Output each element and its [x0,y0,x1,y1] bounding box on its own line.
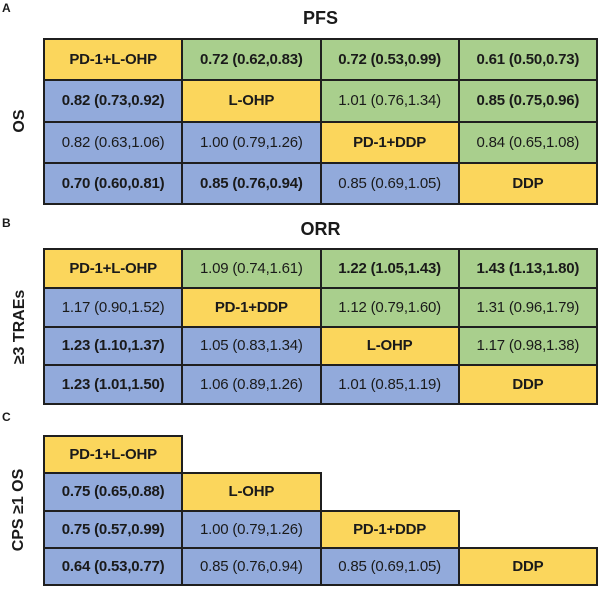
cell-a-r4c4: DDP [457,161,599,206]
cell-a-r2c3: 1.01 (0.76,1.34) [319,79,460,123]
cell-c-r3c2: 1.00 (0.79,1.26) [181,509,322,549]
cell-c-r2c1: 0.75 (0.65,0.88) [42,472,184,512]
table-row: 0.75 (0.57,0.99) 1.00 (0.79,1.26) PD-1+D… [42,509,597,549]
empty-cell [459,436,597,473]
cell-c-r4c4: DDP [457,546,599,587]
cell-a-r4c3: 0.85 (0.69,1.05) [319,161,460,206]
cell-b-r4c1: 1.23 (1.01,1.50) [42,364,184,405]
panel-b-side-label: ≥3 TRAEs [11,289,28,365]
cell-b-r1c2: 1.09 (0.74,1.61) [181,248,322,289]
cell-b-r4c3: 1.01 (0.85,1.19) [319,364,460,405]
panel-a-side-label: OS [11,109,28,133]
cell-a-r4c2: 0.85 (0.76,0.94) [181,161,322,206]
empty-cell [182,436,320,473]
panel-c-letter: C [2,410,11,424]
cell-a-r2c1: 0.82 (0.73,0.92) [42,79,184,123]
cell-b-r4c2: 1.06 (0.89,1.26) [181,364,322,405]
cell-c-r4c1: 0.64 (0.53,0.77) [42,546,184,587]
empty-cell [459,473,597,510]
cell-b-r2c1: 1.17 (0.90,1.52) [42,286,184,328]
cell-b-r1c3: 1.22 (1.05,1.43) [319,248,460,289]
panel-b-title: ORR [300,219,341,239]
table-row: 1.23 (1.10,1.37) 1.05 (0.83,1.34) L-OHP … [42,325,599,367]
table-row: PD-1+L-OHP [42,434,597,475]
table-row: 0.82 (0.73,0.92) L-OHP 1.01 (0.76,1.34) … [42,79,599,123]
panel-a-league-table: PD-1+L-OHP 0.72 (0.62,0.83) 0.72 (0.53,0… [42,37,599,206]
table-row: 0.64 (0.53,0.77) 0.85 (0.76,0.94) 0.85 (… [42,546,599,587]
cell-a-r1c1: PD-1+L-OHP [42,37,184,82]
cell-a-r2c4: 0.85 (0.75,0.96) [457,79,599,123]
cell-a-r3c2: 1.00 (0.79,1.26) [181,120,322,164]
cell-b-r2c2: PD-1+DDP [181,286,322,328]
table-row: 0.70 (0.60,0.81) 0.85 (0.76,0.94) 0.85 (… [42,161,599,206]
cell-b-r2c4: 1.31 (0.96,1.79) [457,286,599,328]
cell-c-r1c1: PD-1+L-OHP [42,434,184,475]
panel-c-league-table: PD-1+L-OHP 0.75 (0.65,0.88) L-OHP 0.75 (… [42,434,599,587]
cell-a-r1c4: 0.61 (0.50,0.73) [457,37,599,82]
panel-a-title: PFS [302,8,338,28]
table-row: 1.17 (0.90,1.52) PD-1+DDP 1.12 (0.79,1.6… [42,286,599,328]
cell-a-r3c3: PD-1+DDP [319,120,460,164]
cell-a-r3c4: 0.84 (0.65,1.08) [457,120,599,164]
panel-b-letter: B [2,216,11,230]
panel-a-letter: A [2,1,11,15]
cell-a-r1c3: 0.72 (0.53,0.99) [319,37,460,82]
cell-c-r3c1: 0.75 (0.57,0.99) [42,509,184,549]
cell-c-r4c2: 0.85 (0.76,0.94) [181,546,322,587]
cell-b-r1c4: 1.43 (1.13,1.80) [457,248,599,289]
table-row: PD-1+L-OHP 1.09 (0.74,1.61) 1.22 (1.05,1… [42,248,599,289]
table-row: PD-1+L-OHP 0.72 (0.62,0.83) 0.72 (0.53,0… [42,37,599,82]
empty-cell [321,436,459,473]
empty-cell [459,511,597,548]
cell-c-r3c3: PD-1+DDP [319,509,460,549]
panel-b-league-table: PD-1+L-OHP 1.09 (0.74,1.61) 1.22 (1.05,1… [42,248,599,405]
cell-a-r1c2: 0.72 (0.62,0.83) [181,37,322,82]
cell-b-r3c2: 1.05 (0.83,1.34) [181,325,322,367]
panel-c-side-label: CPS ≥1 OS [10,468,27,552]
cell-b-r3c3: L-OHP [319,325,460,367]
cell-b-r4c4: DDP [457,364,599,405]
cell-b-r1c1: PD-1+L-OHP [42,248,184,289]
cell-b-r3c4: 1.17 (0.98,1.38) [457,325,599,367]
cell-a-r3c1: 0.82 (0.63,1.06) [42,120,184,164]
empty-cell [321,473,459,510]
cell-a-r2c2: L-OHP [181,79,322,123]
cell-b-r2c3: 1.12 (0.79,1.60) [319,286,460,328]
table-row: 0.75 (0.65,0.88) L-OHP [42,472,597,512]
cell-c-r4c3: 0.85 (0.69,1.05) [319,546,460,587]
table-row: 0.82 (0.63,1.06) 1.00 (0.79,1.26) PD-1+D… [42,120,599,164]
cell-c-r2c2: L-OHP [181,472,322,512]
cell-a-r4c1: 0.70 (0.60,0.81) [42,161,184,206]
table-row: 1.23 (1.01,1.50) 1.06 (0.89,1.26) 1.01 (… [42,364,599,405]
cell-b-r3c1: 1.23 (1.10,1.37) [42,325,184,367]
